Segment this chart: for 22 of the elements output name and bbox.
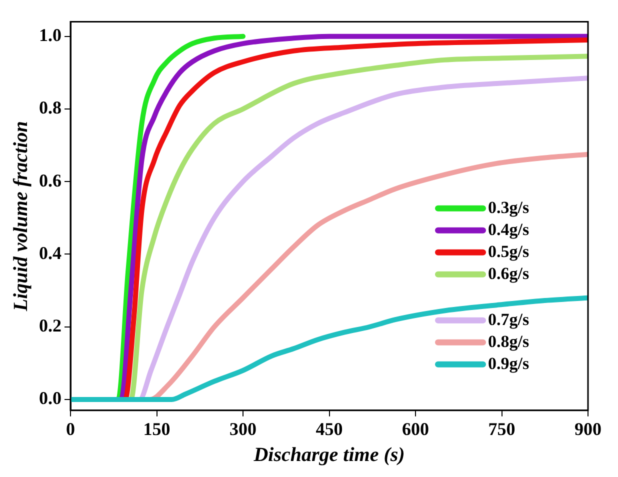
x-tick-label: 150 bbox=[143, 418, 170, 439]
x-tick-label: 0 bbox=[66, 418, 75, 439]
y-tick-label: 0.2 bbox=[39, 316, 62, 336]
legend-label: 0.5g/s bbox=[488, 242, 530, 261]
legend-label: 0.8g/s bbox=[488, 332, 530, 351]
x-tick-label: 600 bbox=[402, 418, 429, 439]
x-tick-label: 450 bbox=[316, 418, 343, 439]
y-tick-label: 0.6 bbox=[39, 170, 62, 190]
x-tick-label: 900 bbox=[574, 418, 602, 439]
legend-label: 0.7g/s bbox=[488, 310, 530, 329]
y-tick-label: 0.8 bbox=[39, 98, 62, 118]
legend-label: 0.9g/s bbox=[488, 354, 530, 373]
x-axis-title: Discharge time (s) bbox=[252, 444, 405, 466]
x-tick-label: 750 bbox=[488, 418, 516, 439]
y-tick-label: 0.4 bbox=[39, 242, 62, 263]
y-axis-title: Liquid volume fraction bbox=[10, 121, 32, 312]
y-tick-label: 1.0 bbox=[39, 24, 62, 45]
y-tick-label: 0.0 bbox=[39, 388, 62, 408]
x-tick-label: 300 bbox=[230, 418, 256, 439]
legend-label: 0.4g/s bbox=[488, 220, 530, 239]
legend-label: 0.3g/s bbox=[488, 198, 530, 217]
legend-label: 0.6g/s bbox=[488, 264, 530, 283]
